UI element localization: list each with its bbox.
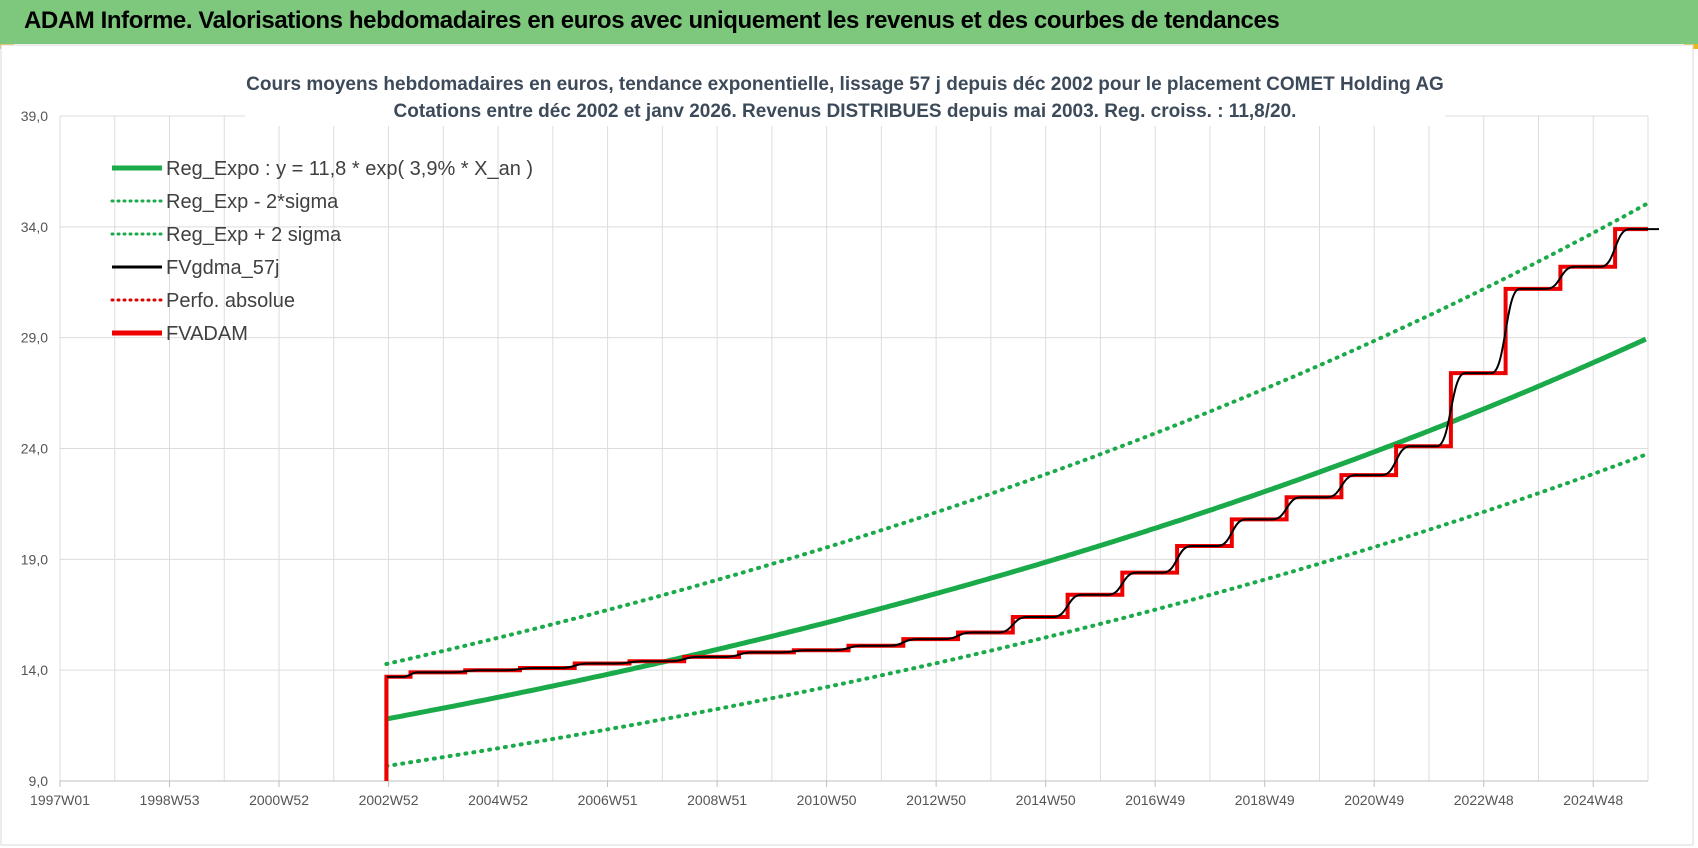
x-tick-label: 2016W49 xyxy=(1125,792,1185,808)
legend-label: FVgdma_57j xyxy=(166,257,279,279)
x-tick-label: 1998W53 xyxy=(140,792,200,808)
series-reg-exp-plus-2sigma xyxy=(384,202,1648,666)
y-tick-label: 34,0 xyxy=(21,219,48,235)
x-tick-label: 2022W48 xyxy=(1454,792,1514,808)
x-tick-label: 2010W50 xyxy=(797,792,857,808)
x-tick-label: 2024W48 xyxy=(1563,792,1623,808)
x-tick-label: 2008W51 xyxy=(687,792,747,808)
x-tick-label: 2012W50 xyxy=(906,792,966,808)
legend-label: Reg_Expo : y = 11,8 * exp( 3,9% * X_an ) xyxy=(166,158,533,180)
x-tick-label: 2014W50 xyxy=(1016,792,1076,808)
legend-label: Reg_Exp + 2 sigma xyxy=(166,224,342,246)
x-tick-label: 2000W52 xyxy=(249,792,309,808)
chart-subtitle: Cotations entre déc 2002 et janv 2026. R… xyxy=(394,101,1297,122)
legend-label: FVADAM xyxy=(166,323,248,345)
chart-title: Cours moyens hebdomadaires en euros, ten… xyxy=(246,74,1444,95)
y-tick-label: 19,0 xyxy=(21,551,48,567)
x-tick-label: 2018W49 xyxy=(1235,792,1295,808)
y-tick-label: 24,0 xyxy=(21,441,48,457)
series-reg-expo xyxy=(385,336,1647,722)
y-tick-label: 39,0 xyxy=(21,108,48,124)
y-tick-label: 14,0 xyxy=(21,662,48,678)
legend-label: Perfo. absolue xyxy=(166,290,295,312)
x-tick-label: 1997W01 xyxy=(30,792,90,808)
series-fvgdma-57j xyxy=(386,228,1659,678)
legend: Reg_Expo : y = 11,8 * exp( 3,9% * X_an )… xyxy=(110,158,533,345)
axes: 9,0 14,0 19,0 24,0 29,0 34,0 39,0 1997W01 1998W5… xyxy=(21,108,1648,808)
report-banner: ADAM Informe. Valorisations hebdomadaire… xyxy=(0,0,1698,44)
line-chart: 9,0 14,0 19,0 24,0 29,0 34,0 39,0 1997W01 1998W5… xyxy=(0,44,1694,846)
y-tick-label: 9,0 xyxy=(29,773,49,789)
title-background xyxy=(245,66,1445,126)
report-title: ADAM Informe. Valorisations hebdomadaire… xyxy=(24,7,1280,34)
x-tick-label: 2004W52 xyxy=(468,792,528,808)
x-tick-label: 2006W51 xyxy=(578,792,638,808)
series-fvadam xyxy=(384,227,1648,781)
legend-label: Reg_Exp - 2*sigma xyxy=(166,191,339,213)
y-tick-label: 29,0 xyxy=(21,330,48,346)
series-layer xyxy=(384,202,1659,781)
x-tick-label: 2020W49 xyxy=(1344,792,1404,808)
series-reg-exp-minus-2sigma xyxy=(384,452,1648,768)
x-tick-label: 2002W52 xyxy=(359,792,419,808)
